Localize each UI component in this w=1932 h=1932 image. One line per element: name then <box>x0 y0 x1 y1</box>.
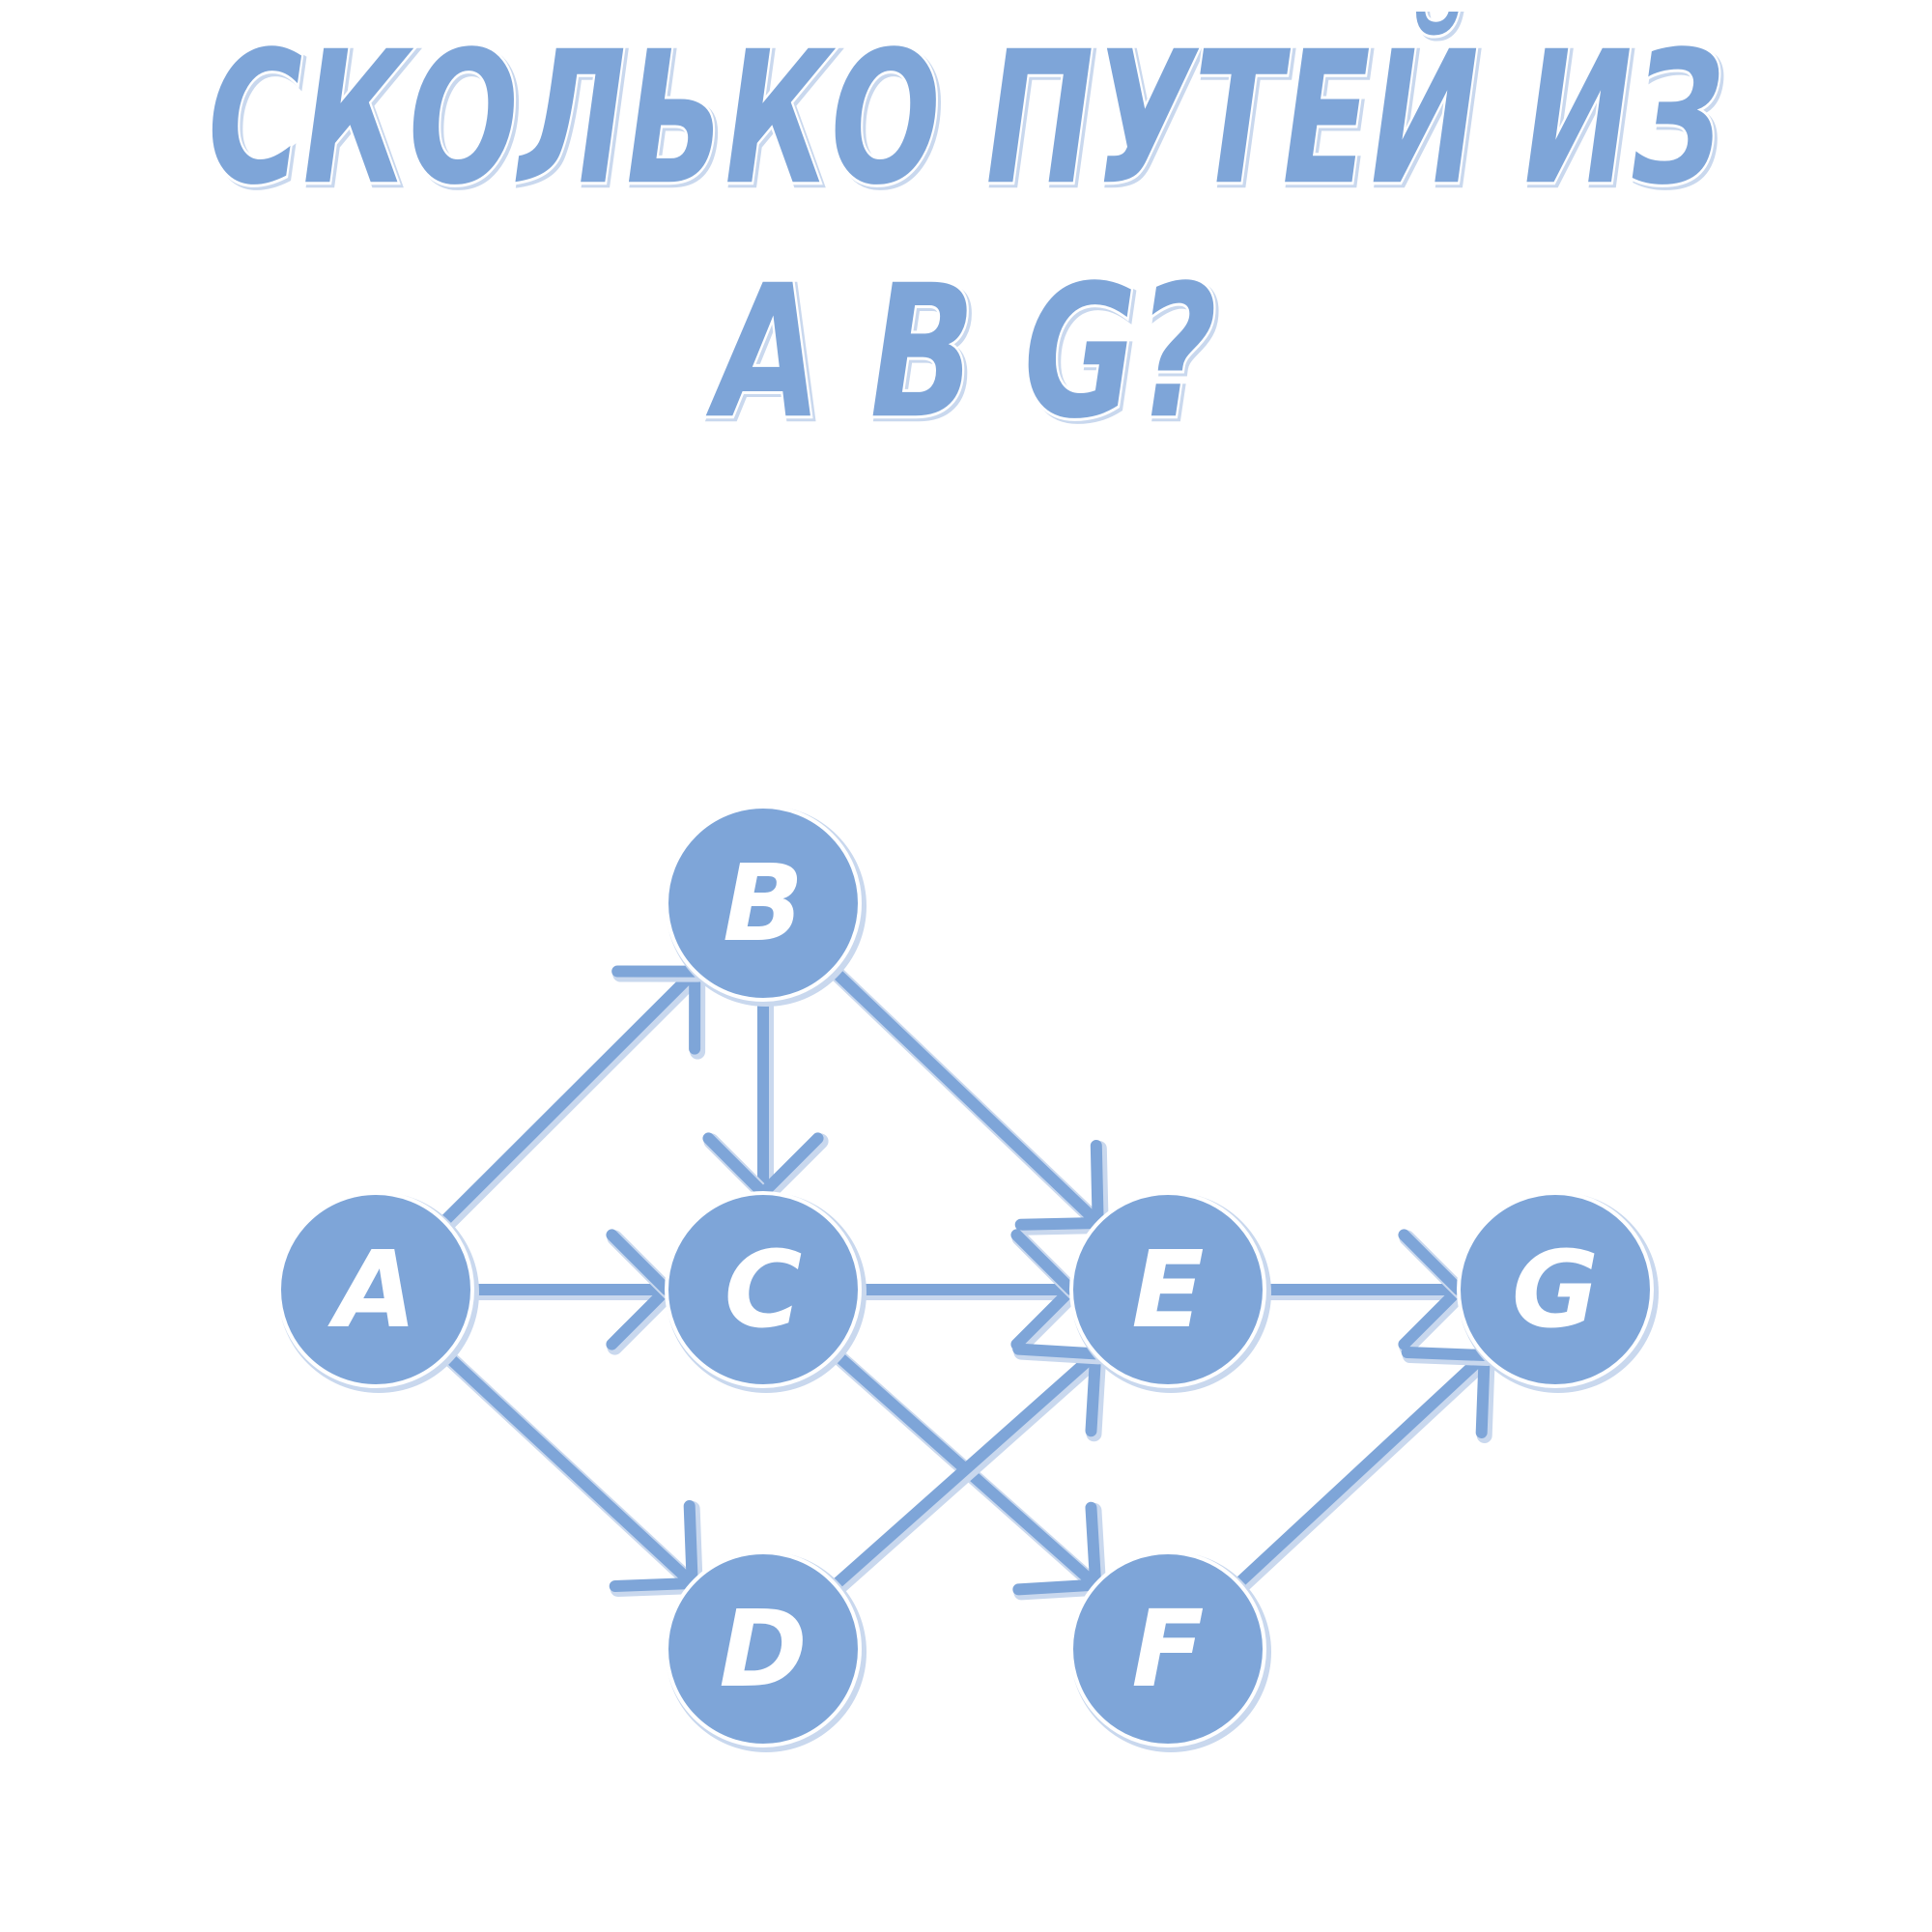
arrow-head <box>1010 1284 1077 1350</box>
arrow-head <box>1085 1348 1102 1437</box>
edge <box>827 964 1104 1229</box>
nodes: A B C D E F G <box>277 805 1659 1752</box>
arrow-head <box>1090 1139 1104 1229</box>
arrow-head <box>606 1229 672 1295</box>
arrow-head <box>757 1132 824 1199</box>
edges <box>438 964 1495 1601</box>
node-label: G <box>1512 1228 1599 1351</box>
node <box>665 1550 862 1747</box>
edge <box>440 1350 698 1589</box>
node-label: F <box>1131 1587 1204 1711</box>
node <box>1069 1191 1266 1388</box>
arrow-head <box>683 1500 698 1589</box>
arrow-head <box>1010 1229 1077 1295</box>
node <box>665 1191 862 1388</box>
node-label: A <box>327 1228 416 1351</box>
edge <box>438 965 701 1228</box>
node <box>665 805 862 1002</box>
arrow-head <box>1012 1343 1102 1360</box>
node-label: D <box>719 1587 807 1711</box>
arrow-head <box>1398 1284 1464 1350</box>
title-line: СКОЛЬКО ПУТЕЙ ИЗ <box>208 11 1724 225</box>
edge <box>1233 1350 1491 1589</box>
arrow-head <box>1012 1578 1102 1596</box>
node-label: E <box>1131 1228 1204 1351</box>
arrow-head <box>1014 1216 1104 1231</box>
arrow-head <box>609 1577 698 1592</box>
node <box>277 1191 474 1388</box>
arrow-head <box>606 1284 672 1350</box>
arrow-head <box>1085 1501 1102 1591</box>
arrow-head <box>1475 1350 1491 1438</box>
title-line: A B G? <box>705 245 1217 459</box>
node <box>1069 1550 1266 1747</box>
node-label: C <box>724 1228 803 1351</box>
arrow-head <box>702 1132 769 1199</box>
edge <box>829 1348 1102 1591</box>
arrow-head <box>1401 1347 1491 1362</box>
arrow-head <box>1398 1229 1464 1295</box>
node-label: B <box>723 841 804 965</box>
node <box>1457 1191 1654 1388</box>
